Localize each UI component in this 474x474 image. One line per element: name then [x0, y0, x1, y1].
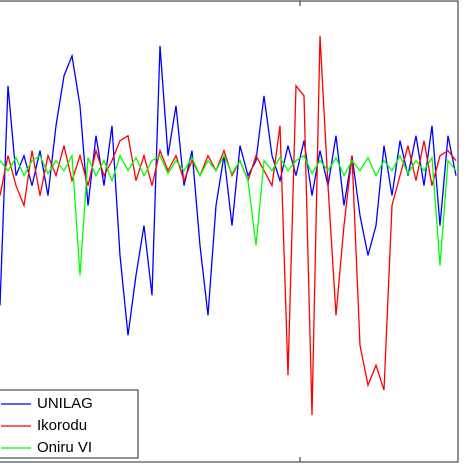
- series-line: [0, 35, 457, 416]
- legend-box: [0, 389, 139, 459]
- series-line: [0, 153, 457, 276]
- legend-label: Ikorodu: [37, 417, 87, 434]
- legend-label: Oniru VI: [37, 439, 92, 456]
- plot-frame: [0, 0, 459, 463]
- legend-label: UNILAG: [37, 395, 93, 412]
- series-line: [0, 45, 457, 336]
